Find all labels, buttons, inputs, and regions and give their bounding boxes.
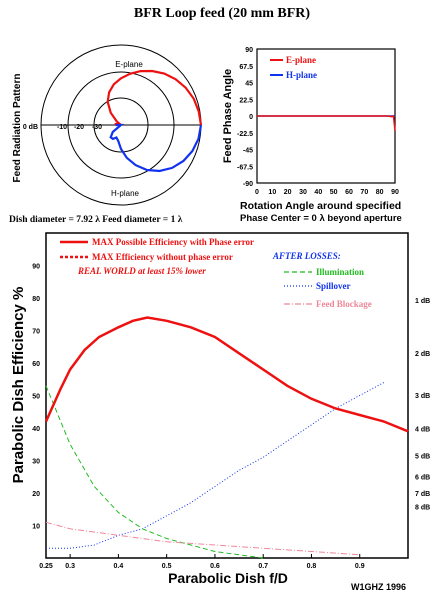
eff-db-tick-3: 4 dB: [415, 427, 430, 434]
phase-ytick-7: -67.5: [237, 164, 253, 171]
eff-xtick-5: 0.7: [258, 563, 268, 570]
eff-ylabel: Parabolic Dish Efficiency %: [10, 287, 27, 484]
polar-ring-label-0: 0 dB: [23, 124, 38, 131]
legend-max-nophase-label: MAX Efficiency without phase error: [92, 252, 233, 262]
eff-db-tick-4: 5 dB: [415, 453, 430, 460]
phase-xtick-0: 0: [255, 189, 259, 196]
phase-series-e-plane: [257, 114, 396, 131]
polar-ylabel: Feed Radiation Pattern: [12, 74, 23, 183]
phase-ytick-5: -22.5: [237, 131, 253, 138]
polar-ring-label-1: -10: [57, 124, 67, 131]
phase-xtick-1: 10: [268, 189, 276, 196]
eff-ytick-7: 20: [32, 491, 40, 498]
phase-xtick-6: 60: [345, 189, 353, 196]
page-title: BFR Loop feed (20 mm BFR): [134, 6, 310, 21]
polar-ring-label-3: -30: [92, 124, 102, 131]
phase-xlabel-2: Phase Center = 0 λ beyond aperture: [240, 213, 402, 224]
eff-db-tick-7: 8 dB: [415, 505, 430, 512]
eff-db-tick-0: 1 dB: [415, 298, 430, 305]
eff-xlabel: Parabolic Dish f/D: [168, 570, 288, 586]
eff-db-tick-5: 6 dB: [415, 474, 430, 481]
eff-ytick-5: 40: [32, 426, 40, 433]
legend-real-world: REAL WORLD at least 15% lower: [77, 266, 206, 276]
eff-ytick-6: 30: [32, 459, 40, 466]
eff-ytick-8: 10: [32, 524, 40, 531]
legend-max-phase-label: MAX Possible Efficiency with Phase error: [92, 237, 254, 247]
phase-ytick-6: -45: [243, 148, 253, 155]
eff-xtick-1: 0.3: [65, 563, 75, 570]
eff-ytick-0: 90: [32, 264, 40, 271]
legend-after-losses: AFTER LOSSES:: [272, 251, 341, 261]
phase-ytick-0: 90: [245, 47, 253, 54]
phase-legend-e-label: E-plane: [286, 55, 316, 65]
signature: W1GHZ 1996: [351, 582, 406, 592]
legend-spillover-label: Spillover: [316, 281, 351, 291]
phase-xtick-3: 30: [299, 189, 307, 196]
phase-ytick-2: 45: [245, 81, 253, 88]
eff-ytick-2: 70: [32, 329, 40, 336]
series-spillover: [46, 382, 385, 549]
phase-ytick-8: -90: [243, 181, 253, 188]
series-max-efficiency: [44, 316, 409, 433]
polar-ring-label-2: -20: [74, 124, 84, 131]
phase-xlabel: Rotation Angle around specified: [240, 200, 401, 212]
eff-xtick-2: 0.4: [114, 563, 124, 570]
polar-label-bottom: H-plane: [111, 189, 140, 198]
eff-db-tick-6: 7 dB: [415, 491, 430, 498]
efficiency-chart: 90 80 70 60 50 40 30 20 10 0.25 0.3 0.4 0.5 0.6 0.7 0.…: [10, 232, 430, 586]
phase-plot: 90 67.5 45 22.5 0 -22.5 -45 -67.5 -90 0 10 20 30 40 5…: [222, 47, 402, 224]
eff-xtick-3: 0.5: [162, 563, 172, 570]
phase-xtick-9: 90: [391, 189, 399, 196]
eff-xtick-4: 0.6: [210, 563, 220, 570]
polar-series-h-plane: [109, 123, 203, 173]
eff-xtick-7: 0.9: [355, 563, 365, 570]
legend-illumination-label: Illumination: [316, 267, 364, 277]
legend-blockage-label: Feed Blockage: [316, 299, 372, 309]
phase-xtick-7: 70: [360, 189, 368, 196]
eff-xtick-0: 0.25: [39, 563, 53, 570]
polar-label-top: E-plane: [115, 60, 143, 69]
polar-plot: 0 dB -10 -20 -30 E-plane H-plane Feed Ra…: [12, 44, 203, 206]
series-illumination: [45, 385, 264, 559]
phase-ytick-4: 0: [249, 114, 253, 121]
eff-ytick-3: 60: [32, 361, 40, 368]
phase-ylabel: Feed Phase Angle: [222, 69, 234, 163]
phase-xtick-8: 80: [376, 189, 384, 196]
eff-db-tick-1: 2 dB: [415, 351, 430, 358]
phase-xtick-4: 40: [314, 189, 322, 196]
dish-caption: Dish diameter = 7.92 λ Feed diameter = 1…: [9, 215, 183, 225]
phase-ytick-3: 22.5: [239, 97, 253, 104]
eff-xtick-6: 0.8: [307, 563, 317, 570]
phase-legend-h-label: H-plane: [286, 70, 317, 80]
phase-xtick-2: 20: [284, 189, 292, 196]
eff-ytick-4: 50: [32, 394, 40, 401]
phase-ytick-1: 67.5: [239, 64, 253, 71]
eff-db-tick-2: 3 dB: [415, 393, 430, 400]
eff-ytick-1: 80: [32, 296, 40, 303]
phase-xtick-5: 50: [330, 189, 338, 196]
series-feed-blockage: [45, 521, 360, 556]
